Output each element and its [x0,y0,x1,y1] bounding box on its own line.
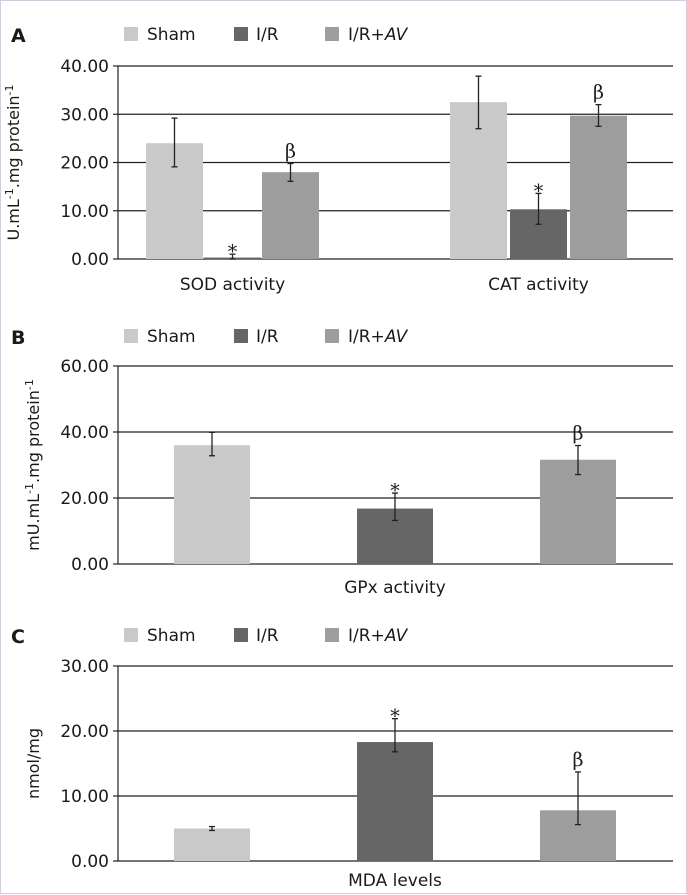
legend-label: Sham [147,25,196,45]
y-tick-label: 0.00 [71,852,109,872]
legend-swatch [234,329,248,343]
significance-mark: * [390,706,400,728]
panel-letter: A [11,25,26,47]
y-tick-label: 0.00 [71,250,109,270]
legend-swatch [124,27,138,41]
legend-swatch [234,27,248,41]
significance-mark: * [534,180,544,202]
y-tick-label: 40.00 [60,423,109,443]
legend-swatch [325,329,339,343]
category-label: GPx activity [344,578,446,598]
bar-irav [540,459,616,564]
y-axis-label: mU.mL-1.mg protein-1 [23,379,44,551]
legend-swatch [325,27,339,41]
legend-label: Sham [147,327,196,347]
legend-label: I/R+AV [348,626,409,646]
y-tick-label: 20.00 [60,489,109,509]
panel-c: C Sham I/R I/R+AV 0.00 10.00 20.00 30.00 nmol/mg… [11,626,673,891]
bar-sham [174,828,250,861]
legend-label: I/R+AV [348,327,409,347]
y-tick-label: 0.00 [71,555,109,575]
bar-irav [570,115,627,259]
legend-swatch [234,628,248,642]
legend-label: Sham [147,626,196,646]
y-tick-label: 60.00 [60,357,109,377]
significance-mark: β [573,423,584,445]
significance-mark: * [390,480,400,502]
category-label: MDA levels [348,871,442,891]
bar-ir [357,742,433,861]
legend-swatch [325,628,339,642]
y-tick-label: 10.00 [60,787,109,807]
panel-a: A Sham I/R I/R+AV 0.00 10.00 20.00 30.00 40.00 U.… [3,25,673,295]
bar-sham [174,445,250,564]
legend-label: I/R+AV [348,25,409,45]
y-axis-label: nmol/mg [24,728,43,799]
y-tick-label: 40.00 [60,57,109,77]
category-label: SOD activity [180,275,285,295]
y-tick-label: 30.00 [60,657,109,677]
legend-swatch [124,329,138,343]
y-tick-label: 20.00 [60,722,109,742]
panel-letter: B [11,327,25,349]
panel-letter: C [11,626,25,648]
bar-irav [262,172,319,259]
y-tick-label: 10.00 [60,202,109,222]
legend-label: I/R [256,25,279,45]
significance-mark: β [573,749,584,771]
legend-label: I/R [256,327,279,347]
legend-swatch [124,628,138,642]
y-axis-label: U.mL-1.mg protein-1 [3,84,24,240]
category-label: CAT activity [488,275,589,295]
y-tick-label: 20.00 [60,154,109,174]
significance-mark: * [228,241,238,263]
significance-mark: β [285,140,296,162]
y-tick-label: 30.00 [60,105,109,125]
panel-b: B Sham I/R I/R+AV 0.00 20.00 40.00 60.00 mU.mL-1… [11,327,673,598]
significance-mark: β [593,82,604,104]
legend-label: I/R [256,626,279,646]
